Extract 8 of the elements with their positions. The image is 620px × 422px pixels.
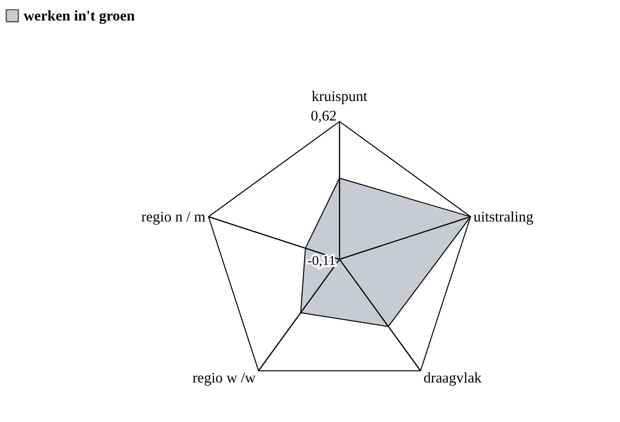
legend-label: werken in't groen — [24, 8, 135, 25]
spoke-label: draagvlak — [423, 370, 482, 387]
spoke-label: uitstraling — [474, 210, 534, 226]
y-tick-label: 0,62 — [310, 108, 337, 125]
spoke-label: kruispunt — [312, 88, 368, 105]
spoke-label: regio w /w — [192, 370, 256, 387]
y-tick-label: -0,11 — [307, 253, 336, 268]
spoke-label: regio n / m — [141, 210, 206, 226]
